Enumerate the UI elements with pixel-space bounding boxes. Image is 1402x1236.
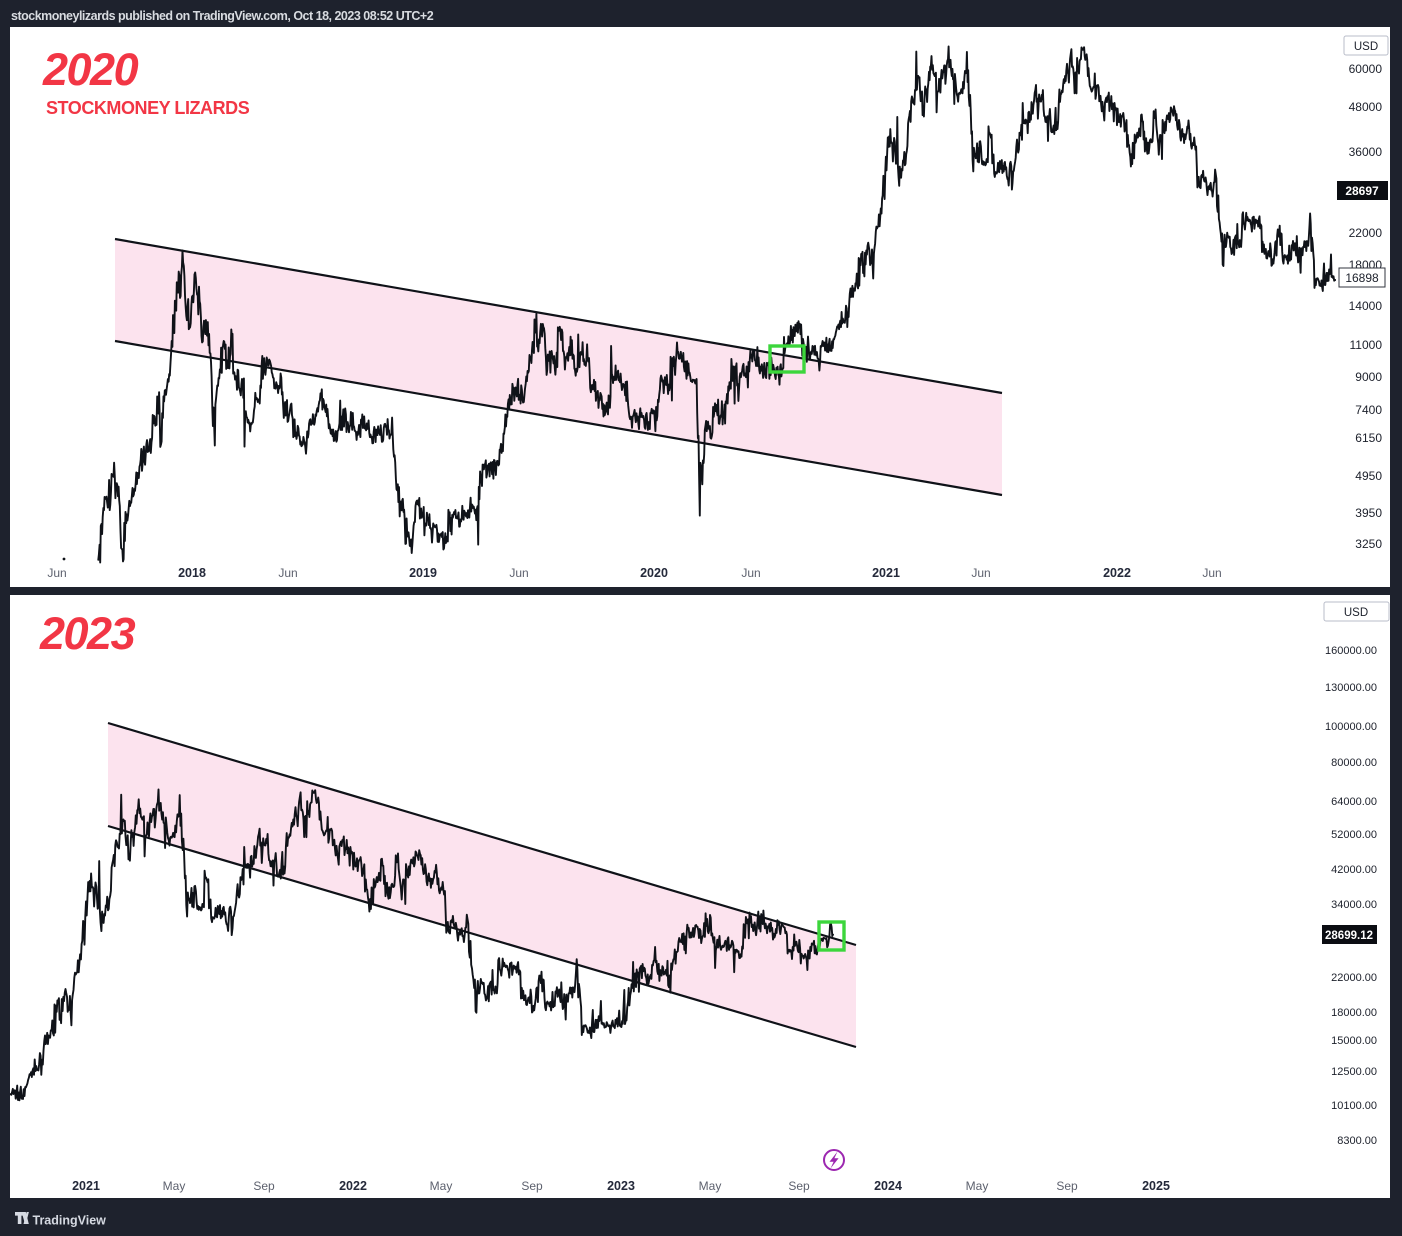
- svg-text:Jun: Jun: [971, 566, 990, 580]
- svg-text:2021: 2021: [72, 1179, 100, 1193]
- svg-text:Sep: Sep: [1056, 1179, 1078, 1193]
- svg-text:15000.00: 15000.00: [1331, 1035, 1377, 1047]
- svg-text:Jun: Jun: [509, 566, 528, 580]
- svg-text:USD: USD: [1354, 41, 1378, 53]
- svg-text:100000.00: 100000.00: [1325, 721, 1377, 733]
- svg-text:12500.00: 12500.00: [1331, 1066, 1377, 1078]
- svg-text:Jun: Jun: [278, 566, 297, 580]
- svg-text:28697: 28697: [1345, 184, 1379, 198]
- svg-text:2019: 2019: [409, 566, 437, 580]
- svg-text:9000: 9000: [1355, 370, 1382, 384]
- svg-text:TradingView: TradingView: [33, 1214, 107, 1228]
- svg-text:Sep: Sep: [521, 1179, 543, 1193]
- svg-text:May: May: [430, 1179, 453, 1193]
- svg-text:11000: 11000: [1350, 338, 1383, 352]
- svg-text:14000: 14000: [1349, 299, 1383, 313]
- svg-text:Sep: Sep: [253, 1179, 275, 1193]
- svg-text:48000: 48000: [1349, 100, 1383, 114]
- svg-text:8300.00: 8300.00: [1337, 1135, 1377, 1147]
- svg-text:2022: 2022: [339, 1179, 367, 1193]
- svg-text:10100.00: 10100.00: [1331, 1100, 1377, 1112]
- svg-text:80000.00: 80000.00: [1331, 757, 1377, 769]
- svg-text:STOCKMONEY LIZARDS: STOCKMONEY LIZARDS: [46, 98, 250, 118]
- svg-text:64000.00: 64000.00: [1331, 796, 1377, 808]
- svg-text:52000.00: 52000.00: [1331, 829, 1377, 841]
- svg-text:stockmoneylizards published on: stockmoneylizards published on TradingVi…: [11, 9, 434, 23]
- svg-text:2024: 2024: [874, 1179, 902, 1193]
- svg-text:6150: 6150: [1355, 431, 1382, 445]
- svg-text:18000.00: 18000.00: [1331, 1007, 1377, 1019]
- svg-text:2025: 2025: [1142, 1179, 1170, 1193]
- svg-text:2020: 2020: [640, 566, 668, 580]
- svg-text:4950: 4950: [1355, 469, 1382, 483]
- svg-text:160000.00: 160000.00: [1325, 645, 1377, 657]
- svg-text:May: May: [966, 1179, 989, 1193]
- svg-text:2022: 2022: [1103, 566, 1131, 580]
- svg-text:16898: 16898: [1345, 271, 1379, 285]
- svg-text:Sep: Sep: [788, 1179, 810, 1193]
- svg-text:2021: 2021: [872, 566, 900, 580]
- svg-text:7400: 7400: [1355, 403, 1382, 417]
- svg-text:28699.12: 28699.12: [1325, 930, 1373, 942]
- svg-text:42000.00: 42000.00: [1331, 864, 1377, 876]
- svg-text:2023: 2023: [607, 1179, 635, 1193]
- svg-text:3950: 3950: [1355, 506, 1382, 520]
- svg-text:May: May: [163, 1179, 186, 1193]
- svg-text:34000.00: 34000.00: [1331, 899, 1377, 911]
- svg-text:Jun: Jun: [47, 566, 66, 580]
- svg-text:3250: 3250: [1355, 537, 1382, 551]
- svg-text:2020: 2020: [42, 44, 139, 95]
- svg-text:36000: 36000: [1349, 145, 1383, 159]
- svg-text:130000.00: 130000.00: [1325, 682, 1377, 694]
- svg-text:May: May: [699, 1179, 722, 1193]
- svg-text:USD: USD: [1344, 607, 1368, 619]
- svg-text:Jun: Jun: [741, 566, 760, 580]
- svg-text:22000: 22000: [1349, 226, 1383, 240]
- svg-text:2018: 2018: [178, 566, 206, 580]
- svg-text:2023: 2023: [39, 608, 136, 659]
- svg-text:22000.00: 22000.00: [1331, 972, 1377, 984]
- svg-text:60000: 60000: [1349, 62, 1383, 76]
- svg-text:Jun: Jun: [1202, 566, 1221, 580]
